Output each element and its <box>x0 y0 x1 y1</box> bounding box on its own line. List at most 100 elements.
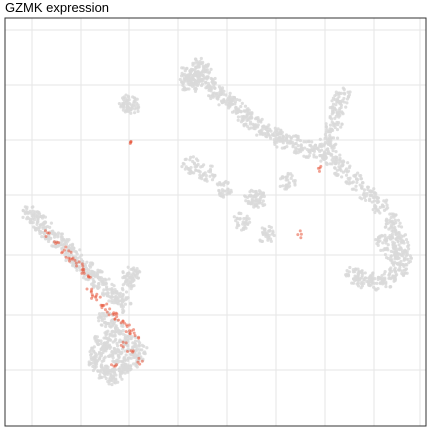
cell-point <box>381 282 385 286</box>
cell-point <box>245 118 249 122</box>
cell-point <box>102 344 106 348</box>
cell-point <box>400 269 405 273</box>
cell-point <box>103 364 107 368</box>
cell-point <box>115 296 119 300</box>
cell-point <box>32 225 36 229</box>
cell-point <box>397 243 401 247</box>
cell-point <box>224 102 228 106</box>
cell-point <box>99 342 103 346</box>
cell-point <box>385 219 389 223</box>
cell-point <box>250 116 254 120</box>
cell-point <box>125 274 129 278</box>
cell-point <box>240 101 244 105</box>
cell-point <box>396 247 400 251</box>
expressing-cell-point <box>299 236 303 240</box>
cell-point <box>338 113 342 117</box>
cell-point <box>258 119 263 123</box>
cell-point <box>322 151 327 155</box>
cell-point <box>338 153 342 157</box>
cell-point <box>36 212 40 216</box>
cell-point <box>312 155 316 159</box>
cell-point <box>21 215 25 220</box>
cell-point <box>100 323 104 327</box>
cell-point <box>384 256 389 260</box>
cell-point <box>372 187 376 191</box>
cell-point <box>209 67 213 71</box>
cell-point <box>143 352 147 356</box>
cell-point <box>135 344 139 348</box>
cell-point <box>383 270 387 274</box>
cell-point <box>243 104 248 108</box>
cell-point <box>406 240 410 244</box>
cell-point <box>310 145 314 149</box>
cell-point <box>194 157 199 161</box>
cell-point <box>92 355 96 359</box>
cell-point <box>360 280 364 284</box>
cell-point <box>372 191 376 195</box>
cell-point <box>366 280 371 284</box>
cell-point <box>110 287 114 291</box>
cell-point <box>366 187 370 192</box>
cell-point <box>51 229 55 233</box>
cell-point <box>282 146 287 150</box>
expressing-cell-point <box>43 229 47 233</box>
cell-point <box>324 122 328 126</box>
cell-point <box>105 292 109 296</box>
cell-point <box>405 250 409 254</box>
cell-point <box>113 298 117 302</box>
cell-point <box>401 239 405 243</box>
cell-point <box>21 208 25 212</box>
cell-point <box>359 185 364 190</box>
cell-point <box>370 200 374 204</box>
cell-point <box>204 80 208 84</box>
cell-point <box>129 301 133 305</box>
cell-point <box>398 233 402 237</box>
cell-point <box>136 103 140 107</box>
cell-point <box>310 148 315 152</box>
cell-point <box>318 137 322 141</box>
cell-point <box>273 126 277 130</box>
cell-point <box>75 252 79 256</box>
cell-point <box>287 181 291 185</box>
cell-point <box>281 184 285 188</box>
cell-point <box>108 322 112 326</box>
plot-frame <box>4 17 427 427</box>
cell-point <box>195 164 199 169</box>
cell-point <box>34 215 38 219</box>
cell-point <box>294 141 298 146</box>
expressing-cell-point <box>75 264 79 268</box>
expressing-cell-point <box>82 267 86 271</box>
cell-point <box>307 139 311 143</box>
cell-point <box>135 362 139 366</box>
cell-point <box>344 105 348 109</box>
cell-point <box>393 228 397 232</box>
cell-point <box>324 155 328 160</box>
cell-point <box>244 122 248 126</box>
cell-point <box>107 336 111 340</box>
cell-point <box>200 82 205 86</box>
cell-point <box>217 189 221 193</box>
cell-point <box>108 353 112 357</box>
cell-point <box>197 80 201 84</box>
cell-point <box>207 84 211 88</box>
cell-point <box>385 246 389 250</box>
cell-point <box>72 249 76 253</box>
cell-point <box>129 267 133 272</box>
cell-point <box>389 249 393 254</box>
cell-point <box>135 266 139 271</box>
cell-point <box>228 104 232 108</box>
cell-point <box>131 362 136 366</box>
cell-point <box>62 245 66 249</box>
cell-point <box>72 246 76 250</box>
cell-point <box>212 91 216 95</box>
cell-point <box>105 371 110 375</box>
cell-point <box>339 105 343 110</box>
cell-point <box>105 346 109 350</box>
expressing-cell-point <box>299 232 303 236</box>
cell-point <box>61 238 65 242</box>
cell-point <box>201 68 205 72</box>
cell-point <box>320 142 324 146</box>
cell-point <box>297 148 301 152</box>
cell-point <box>90 282 94 286</box>
cell-point <box>325 128 329 132</box>
